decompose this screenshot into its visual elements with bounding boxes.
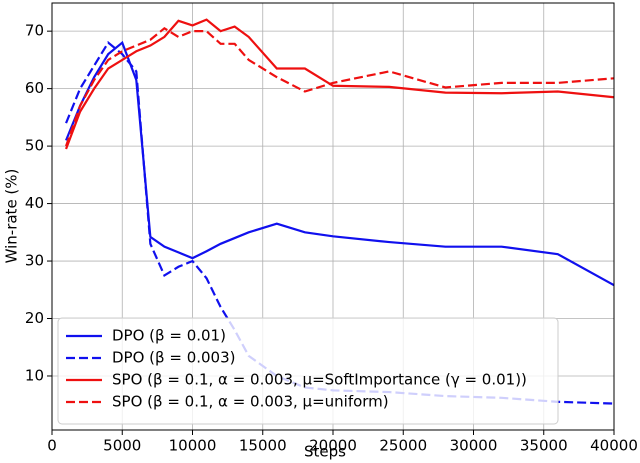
x-tick-label: 35000 [520, 437, 568, 455]
x-tick-label: 20000 [309, 437, 357, 455]
series-line [65, 40, 615, 287]
y-tick-label: 10 [25, 366, 44, 384]
legend-label: DPO (β = 0.003) [112, 349, 236, 367]
x-tick-label: 5000 [103, 437, 141, 455]
y-axis-label: Win-rate (%) [3, 169, 21, 264]
x-axis-label: Steps [304, 443, 346, 461]
x-tick-label: 10000 [169, 437, 217, 455]
y-tick-label: 40 [25, 194, 44, 212]
plot-frame [51, 2, 615, 431]
y-tick-label: 50 [25, 137, 44, 155]
legend-label: DPO (β = 0.01) [112, 327, 226, 345]
series-line [65, 26, 615, 147]
series-line [65, 18, 615, 150]
legend-box [57, 317, 559, 425]
y-tick-label: 30 [25, 252, 44, 270]
x-tick-label: 0 [47, 437, 57, 455]
y-tick-label: 60 [25, 79, 44, 97]
legend-label: SPO (β = 0.1, α = 0.003, μ=SoftImportanc… [112, 371, 527, 389]
legend-label: SPO (β = 0.1, α = 0.003, μ=uniform) [112, 393, 389, 411]
y-tick-label: 70 [25, 22, 44, 40]
legend: DPO (β = 0.01) DPO (β = 0.003) SPO (β = 0.… [57, 317, 559, 425]
x-tick-label: 30000 [450, 437, 498, 455]
x-tick-label: 25000 [379, 437, 427, 455]
x-tick-label: 15000 [239, 437, 287, 455]
y-tick-label: 20 [25, 309, 44, 327]
x-tick-label: 40000 [590, 437, 638, 455]
